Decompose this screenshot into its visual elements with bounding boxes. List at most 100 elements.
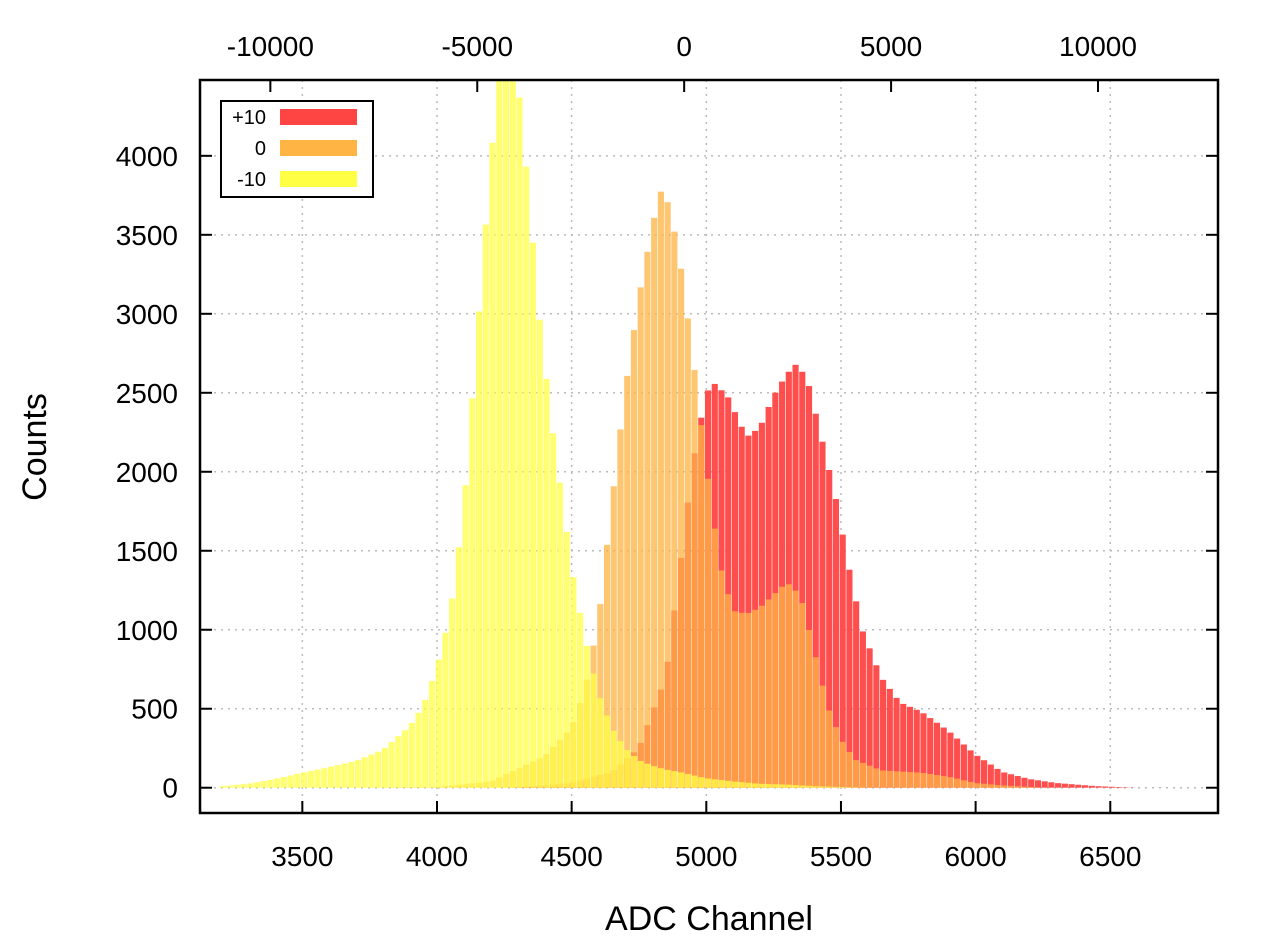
bar-series1-bin-5795 [920,773,926,788]
bar-series0-bin-6445 [1095,786,1101,788]
x2-tick-label-5000: 5000 [860,31,922,62]
bar-series2-bin-3495 [301,772,307,787]
bar-series1-bin-5770 [914,772,920,787]
bar-series2-bin-4320 [523,167,529,788]
bar-series2-bin-3445 [288,775,294,787]
bar-series2-bin-3470 [294,774,300,788]
bar-series2-bin-4045 [449,599,455,788]
bar-series2-bin-3720 [362,757,368,787]
x2-tick-label--10000: -10000 [227,31,314,62]
bar-series2-bin-5020 [712,779,718,787]
bar-series2-bin-3820 [389,742,395,788]
bar-series1-bin-5395 [813,657,819,787]
legend: +100-10 [221,101,373,197]
bar-series0-bin-6170 [1021,778,1027,788]
y-tick-label-4000: 4000 [116,141,178,172]
bar-series0-bin-6320 [1062,784,1068,788]
x-axis-title: ADC Channel [605,900,813,938]
bar-series1-bin-5620 [873,768,879,787]
bar-series2-bin-4145 [476,311,482,787]
bar-series2-bin-4195 [490,143,496,788]
bar-series2-bin-5420 [819,786,825,787]
bar-series2-bin-4895 [678,772,684,787]
legend-swatch-0 [280,109,357,125]
bar-series2-bin-5195 [759,784,765,788]
bar-series0-bin-6070 [994,769,1000,788]
bar-series2-bin-3995 [436,660,442,788]
bar-series2-bin-5170 [752,783,758,787]
bar-series0-bin-6220 [1035,780,1041,787]
bar-series0-bin-5995 [974,756,980,788]
bar-series2-bin-3645 [341,764,347,788]
bar-series2-bin-5395 [813,786,819,788]
bar-series2-bin-4020 [442,633,448,788]
bar-series1-bin-5170 [752,610,758,788]
bar-series0-bin-6195 [1028,779,1034,787]
y-tick-label-1000: 1000 [116,615,178,646]
bar-series0-bin-6295 [1055,783,1061,788]
bar-series2-bin-3345 [261,781,267,788]
legend-swatch-2 [280,171,357,187]
bar-series1-bin-4770 [644,252,650,788]
bar-series2-bin-4645 [611,731,617,788]
bar-series1-bin-5345 [799,603,805,788]
bar-series1-bin-5045 [718,571,724,788]
bar-series1-bin-5070 [725,594,731,788]
bar-series2-bin-5295 [786,785,792,788]
bar-series2-bin-5345 [799,785,805,787]
bar-series1-bin-4845 [665,202,671,788]
y-axis-title: Counts [16,393,54,501]
y-tick-label-500: 500 [131,694,178,725]
bar-series2-bin-4445 [557,483,563,788]
bar-series2-bin-4795 [651,766,657,788]
bar-series2-bin-3595 [328,767,334,788]
bar-series0-bin-6020 [981,760,987,788]
bar-series2-bin-5270 [779,784,785,787]
bar-series1-bin-5595 [867,766,873,788]
x2-tick-label-0: 0 [676,31,692,62]
bar-series2-bin-5145 [745,783,751,788]
bar-series1-bin-6095 [1001,785,1007,787]
bar-series2-bin-3570 [321,768,327,788]
bar-series0-bin-6395 [1082,785,1088,787]
x-tick-label-5000: 5000 [675,841,737,872]
bar-series1-bin-4795 [651,218,657,788]
bar-series1-bin-4995 [705,479,711,788]
bar-series1-bin-5645 [880,770,886,787]
bar-series1-bin-5720 [900,772,906,788]
bar-series2-bin-4595 [597,698,603,788]
bar-series2-bin-4820 [658,768,664,788]
x-tick-label-5500: 5500 [810,841,872,872]
bar-series1-bin-5145 [745,613,751,788]
bar-series2-bin-3295 [247,783,253,787]
x2-tick-label-10000: 10000 [1059,31,1137,62]
x-tick-label-6500: 6500 [1079,841,1141,872]
bar-series1-bin-4695 [624,376,630,788]
bar-series2-bin-5120 [739,782,745,788]
bar-series2-bin-4420 [550,433,556,787]
x-tick-label-3500: 3500 [271,841,333,872]
bar-series2-bin-3370 [267,780,273,788]
bar-series2-bin-5520 [846,787,852,788]
bar-series2-bin-5320 [792,785,798,788]
bar-series2-bin-3795 [382,748,388,788]
bar-series1-bin-4745 [638,287,644,787]
bar-series1-bin-4970 [698,425,704,788]
bar-series0-bin-6370 [1075,785,1081,788]
bar-series1-bin-6195 [1028,787,1034,788]
bar-series2-bin-3245 [234,785,240,788]
bar-series2-bin-3845 [395,736,401,788]
legend-swatch-1 [280,140,357,156]
bar-series1-bin-5495 [840,742,846,788]
bar-series0-bin-6145 [1015,776,1021,788]
bar-series0-bin-5545 [853,601,859,787]
bar-series2-bin-4120 [469,398,475,787]
bar-series2-bin-4170 [483,225,489,788]
bar-series2-bin-3920 [415,713,421,788]
bar-series2-bin-5445 [826,787,832,788]
legend-label-2: -10 [237,169,266,191]
bar-series2-bin-3520 [308,771,314,788]
y-tick-label-2000: 2000 [116,457,178,488]
bar-series2-bin-4845 [665,770,671,788]
